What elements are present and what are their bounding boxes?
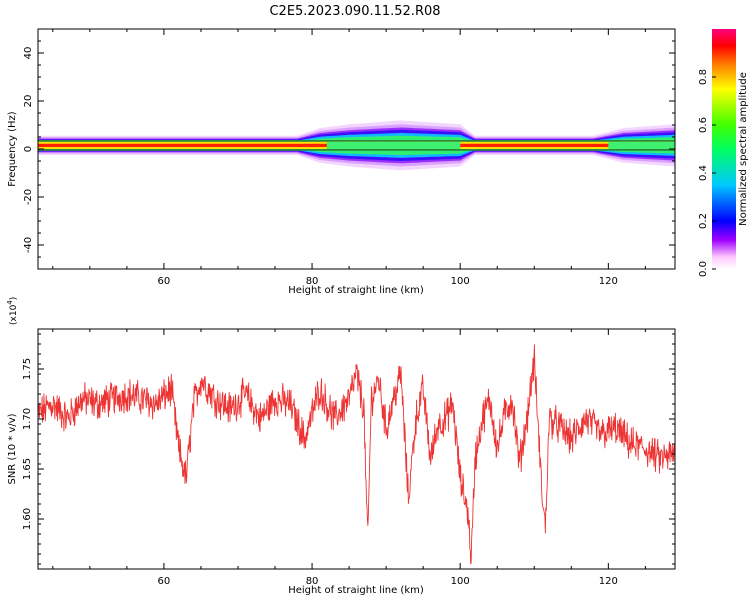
colorbar-gradient <box>712 29 736 269</box>
top-x-tick-label: 80 <box>306 276 319 287</box>
bottom-x-axis-label: Height of straight line (km) <box>288 585 424 596</box>
colorbar-tick-label: 0.8 <box>698 69 709 85</box>
colorbar-tick-label: 0.0 <box>698 261 709 277</box>
bottom-y-tick-label: 1.75 <box>22 358 33 380</box>
spectrogram-core-dim-1 <box>608 141 675 149</box>
snr-frame <box>37 328 676 570</box>
top-y-tick-label: -20 <box>23 189 34 205</box>
top-y-tick-label: -40 <box>23 237 34 253</box>
colorbar-tick-label: 0.6 <box>698 117 709 133</box>
bottom-x-axis: 60 80 100 120 <box>52 329 646 587</box>
spectrogram-panel: 60 80 100 120 40 20 0 -20 -40 Height of straigh… <box>7 28 676 296</box>
top-y-axis-label: Frequency (Hz) <box>7 111 18 187</box>
top-x-tick-label: 60 <box>158 276 171 287</box>
snr-panel: 60 80 100 120 1.75 1.70 1.65 1.60 Height of st… <box>6 297 676 596</box>
snr-series-line <box>38 344 675 565</box>
top-x-axis-label: Height of straight line (km) <box>288 285 424 296</box>
colorbar-tick-label: 0.2 <box>698 213 709 229</box>
top-y-tick-label: 0 <box>23 146 34 152</box>
top-x-axis: 60 80 100 120 <box>52 29 646 287</box>
bottom-y-tick-label: 1.65 <box>22 458 33 480</box>
bottom-y-tick-label: 1.70 <box>22 408 33 430</box>
colorbar-tick-label: 0.4 <box>698 165 709 181</box>
bottom-x-tick-label: 60 <box>158 576 171 587</box>
bottom-y-axis: 1.75 1.70 1.65 1.60 <box>22 333 675 565</box>
top-y-axis: 40 20 0 -20 -40 <box>23 28 675 270</box>
y-scale-factor-close: ) <box>9 297 19 301</box>
colorbar-ticks: 0.0 0.2 0.4 0.6 0.8 <box>698 69 716 277</box>
bottom-x-tick-label: 80 <box>306 576 319 587</box>
top-y-tick-label: 40 <box>23 47 34 60</box>
spectrogram-band <box>38 120 675 171</box>
top-x-tick-label: 100 <box>451 276 470 287</box>
bottom-y-tick-label: 1.60 <box>22 508 33 530</box>
bottom-x-tick-label: 100 <box>451 576 470 587</box>
spectrogram-core-dim-0 <box>326 141 461 149</box>
bottom-x-tick-label: 120 <box>599 576 618 587</box>
y-scale-factor-exp: 4 <box>6 300 14 305</box>
figure-title: C2E5.2023.090.11.52.R08 <box>269 4 440 19</box>
top-x-tick-label: 120 <box>599 276 618 287</box>
top-y-tick-label: 20 <box>23 95 34 108</box>
colorbar-label: Normalized spectral amplitude <box>738 72 749 226</box>
y-scale-factor-base: (x10 <box>9 304 19 325</box>
y-scale-factor: (x104) <box>6 297 19 325</box>
colorbar: 0.0 0.2 0.4 0.6 0.8 Normalized spectral ampl… <box>698 29 749 277</box>
bottom-y-axis-label: SNR (10 * v/v) <box>7 413 18 484</box>
